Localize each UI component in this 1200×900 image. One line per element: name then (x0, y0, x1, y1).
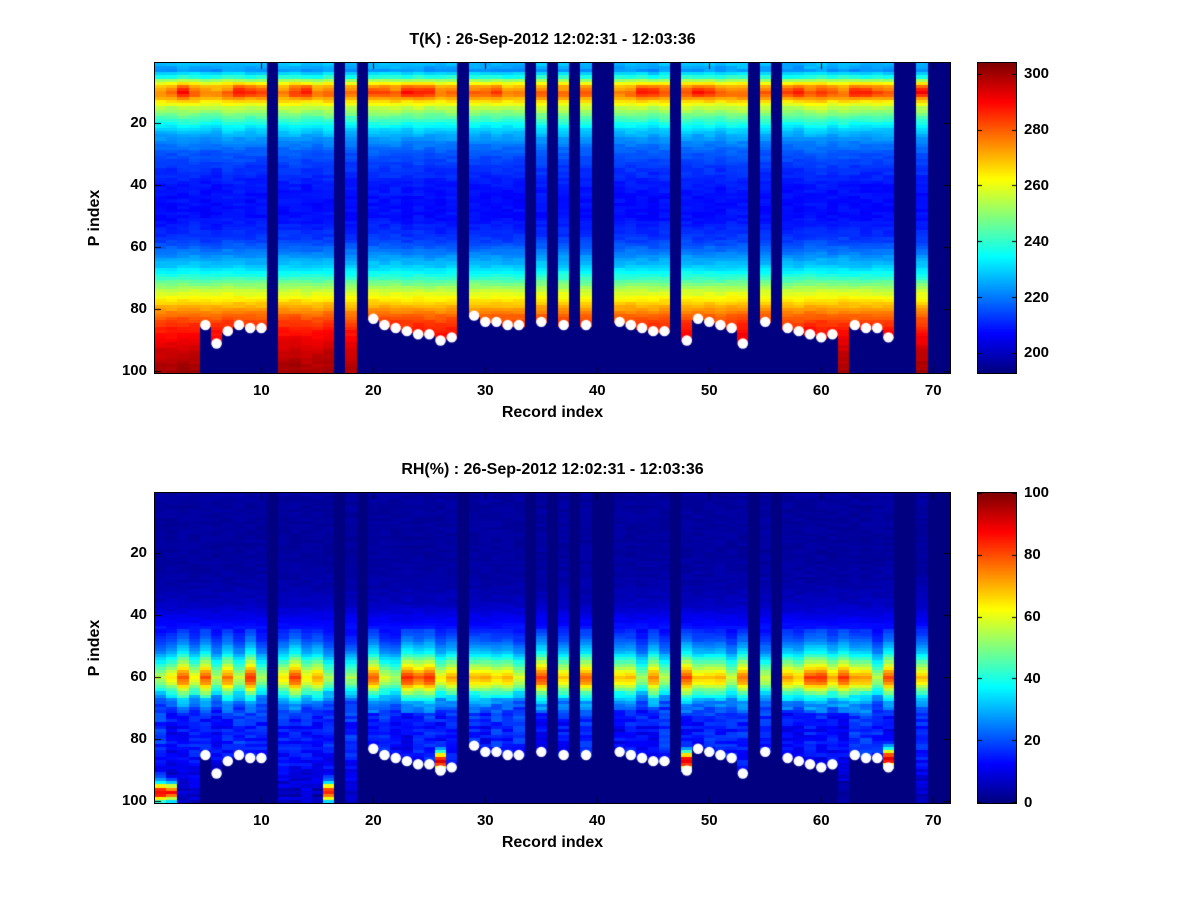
colorbar-tick-label: 100 (1024, 484, 1050, 501)
x-tick-label: 10 (253, 382, 270, 399)
colorbar-tick-label: 60 (1024, 608, 1041, 625)
temperature-colorbar (977, 62, 1017, 374)
y-tick-label: 60 (130, 238, 147, 256)
top-xaxis-label: Record index (501, 404, 604, 421)
x-tick-label: 30 (476, 382, 494, 399)
colorbar-tick-label: 20 (1024, 732, 1041, 749)
y-tick-label: 100 (121, 792, 147, 810)
y-tick-label: 80 (130, 300, 147, 318)
x-tick-label: 20 (365, 382, 382, 399)
x-tick-label: 20 (365, 812, 382, 829)
bottom-xaxis-label: Record index (501, 834, 604, 851)
y-tick-label: 20 (130, 544, 147, 562)
colorbar-tick-label: 280 (1024, 121, 1050, 139)
temperature-heatmap (154, 62, 951, 374)
colorbar-tick-label: 40 (1024, 670, 1041, 687)
x-tick-label: 40 (588, 382, 606, 399)
humidity-colorbar (977, 492, 1017, 804)
x-tick-label: 50 (700, 812, 718, 829)
colorbar-tick-label: 0 (1024, 794, 1033, 811)
x-tick-label: 60 (812, 382, 830, 399)
y-tick-label: 80 (130, 730, 147, 748)
colorbar-tick-label: 220 (1024, 288, 1050, 306)
colorbar-tick-label: 200 (1024, 344, 1050, 362)
humidity-heatmap (154, 492, 951, 804)
x-tick-label: 10 (253, 812, 270, 829)
y-tick-label: 100 (121, 362, 147, 380)
x-tick-label: 40 (588, 812, 606, 829)
colorbar-tick-label: 240 (1024, 232, 1050, 250)
y-tick-label: 40 (130, 606, 147, 624)
x-tick-label: 70 (924, 812, 942, 829)
top-plot-title: T(K) : 26-Sep-2012 12:02:31 - 12:03:36 (409, 31, 696, 48)
x-tick-label: 60 (812, 812, 830, 829)
colorbar-tick-label: 80 (1024, 546, 1041, 563)
bottom-plot-title: RH(%) : 26-Sep-2012 12:02:31 - 12:03:36 (401, 461, 704, 478)
x-tick-label: 50 (700, 382, 718, 399)
x-tick-label: 70 (924, 382, 942, 399)
y-tick-label: 20 (130, 114, 147, 132)
colorbar-tick-label: 260 (1024, 176, 1050, 194)
colorbar-tick-label: 300 (1024, 65, 1050, 83)
y-tick-label: 60 (130, 668, 147, 686)
y-tick-label: 40 (130, 176, 147, 194)
x-tick-label: 30 (476, 812, 494, 829)
